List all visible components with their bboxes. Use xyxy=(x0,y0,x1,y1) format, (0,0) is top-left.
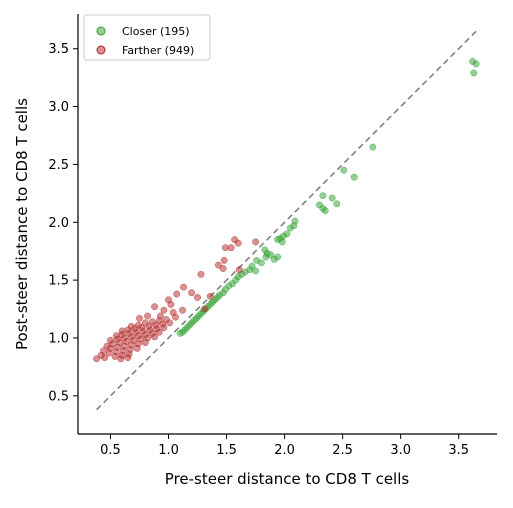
data-point-closer xyxy=(257,259,265,267)
x-axis-label: Pre-steer distance to CD8 T cells xyxy=(165,470,410,488)
data-point-closer xyxy=(286,224,294,232)
data-point-farther xyxy=(160,324,168,332)
data-point-farther xyxy=(235,266,243,274)
data-point-farther xyxy=(214,261,222,269)
data-point-farther xyxy=(151,333,159,341)
data-point-farther xyxy=(188,289,196,297)
legend-frame xyxy=(83,14,211,61)
points-layer xyxy=(93,57,480,363)
data-point-farther xyxy=(124,354,132,362)
data-point-closer xyxy=(176,329,184,337)
data-point-farther xyxy=(234,239,242,247)
data-point-closer xyxy=(252,267,260,275)
x-tick-label: 3.5 xyxy=(448,443,469,458)
y-axis-label: Post-steer distance to CD8 T cells xyxy=(13,98,31,350)
y-tick-label: 2.5 xyxy=(48,158,69,173)
data-point-farther xyxy=(197,270,205,278)
data-point-farther xyxy=(111,353,119,360)
y-tick-label: 1.0 xyxy=(48,331,69,346)
data-point-farther xyxy=(136,314,143,322)
x-tick-label: 1.0 xyxy=(158,443,179,458)
data-point-farther xyxy=(221,244,229,252)
data-point-closer xyxy=(369,143,377,151)
data-point-farther xyxy=(133,344,141,352)
data-point-farther xyxy=(173,290,181,298)
legend-marker-farther xyxy=(96,45,106,55)
data-point-closer xyxy=(472,60,480,68)
data-point-closer xyxy=(319,192,327,200)
y-tick-label: 3.5 xyxy=(48,42,69,57)
data-point-farther xyxy=(117,355,125,363)
data-point-farther xyxy=(155,328,163,336)
diagonal-reference-line xyxy=(96,30,477,411)
data-point-farther xyxy=(151,303,159,311)
legend-marker-closer xyxy=(96,26,106,36)
data-point-farther xyxy=(167,300,175,308)
data-point-closer xyxy=(350,173,358,181)
y-tick-label: 2.0 xyxy=(48,216,69,231)
data-point-closer xyxy=(262,253,270,261)
data-point-farther xyxy=(252,238,260,246)
data-point-farther xyxy=(220,256,228,264)
ticks-layer: 0.5 1.0 1.5 2.0 2.5 3.0 3.5 0.5 1.0 1.5 2.0 2.5 3.0 3… xyxy=(48,42,469,458)
data-point-closer xyxy=(274,253,282,261)
x-tick-label: 0.5 xyxy=(100,443,121,458)
data-point-farther xyxy=(194,294,201,301)
legend: Closer (195) Farther (949) xyxy=(83,14,211,61)
legend-label-closer: Closer (195) xyxy=(122,25,190,38)
x-tick-label: 2.0 xyxy=(274,443,295,458)
data-point-farther xyxy=(105,349,113,357)
data-point-farther xyxy=(141,339,149,347)
data-point-farther xyxy=(101,354,109,362)
data-point-farther xyxy=(180,283,188,291)
data-point-farther xyxy=(166,319,174,327)
data-point-farther xyxy=(179,306,186,314)
data-point-closer xyxy=(278,238,286,246)
data-point-closer xyxy=(333,200,341,208)
y-tick-label: 1.5 xyxy=(48,274,69,289)
data-point-farther xyxy=(172,313,179,321)
data-point-farther xyxy=(201,305,208,313)
data-point-farther xyxy=(144,312,152,320)
reference-line-layer xyxy=(96,30,477,411)
x-tick-label: 2.5 xyxy=(332,443,353,458)
legend-label-farther: Farther (949) xyxy=(122,44,194,57)
data-point-closer xyxy=(470,69,478,77)
data-point-farther xyxy=(227,244,235,252)
y-tick-label: 3.0 xyxy=(48,100,69,115)
y-tick-label: 0.5 xyxy=(48,389,69,404)
x-tick-label: 3.0 xyxy=(390,443,411,458)
data-point-closer xyxy=(340,166,348,174)
data-point-farther xyxy=(219,265,227,272)
data-point-closer xyxy=(328,194,336,202)
data-point-farther xyxy=(93,355,101,363)
axes-layer xyxy=(77,14,497,435)
x-tick-label: 1.5 xyxy=(216,443,237,458)
data-point-closer xyxy=(321,207,329,215)
data-point-farther xyxy=(206,292,214,300)
data-point-farther xyxy=(160,306,168,314)
